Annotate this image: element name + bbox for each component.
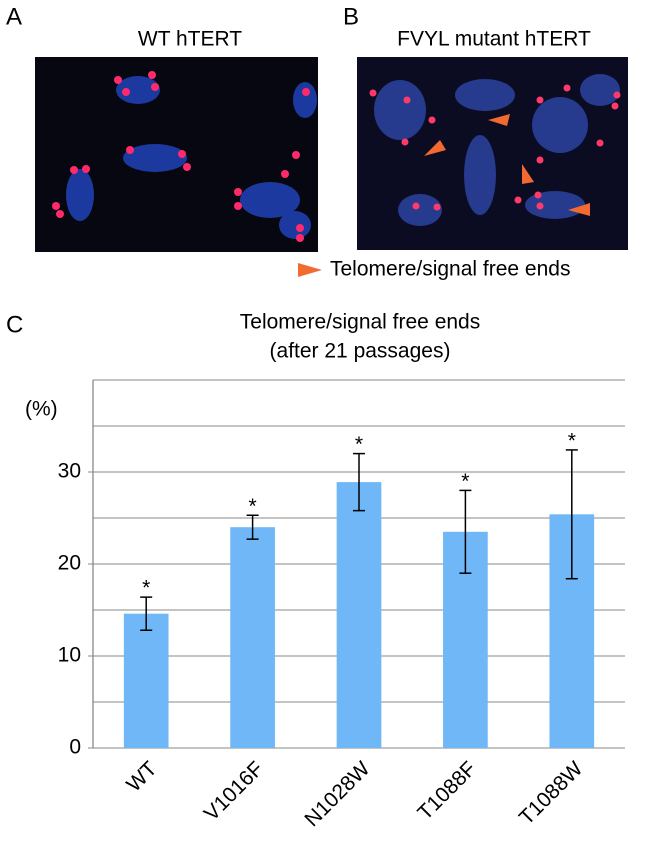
- panel-label: B: [343, 3, 359, 30]
- bar: [230, 527, 275, 748]
- y-tick-label: 20: [58, 552, 81, 575]
- x-tick-label: V1016F: [200, 757, 268, 825]
- bar: [336, 482, 382, 748]
- x-tick-label: N1028W: [300, 757, 374, 831]
- bar: [123, 613, 169, 748]
- panel-title: WT hTERT: [138, 28, 242, 51]
- significance-marker: *: [355, 433, 363, 456]
- significance-marker: *: [142, 577, 150, 600]
- y-tick-label: 0: [69, 736, 81, 759]
- y-axis-label: (%): [25, 398, 58, 421]
- chart-title: Telomere/signal free ends: [240, 311, 480, 334]
- micrograph-a: [35, 57, 318, 252]
- significance-marker: *: [249, 495, 257, 518]
- y-tick-label: 10: [58, 644, 81, 667]
- chart-subtitle: (after 21 passages): [270, 340, 451, 363]
- legend-arrow: [298, 263, 322, 277]
- x-tick-label: T1088W: [515, 757, 588, 830]
- panel-label: C: [6, 311, 23, 338]
- arrow-legend: Telomere/signal free ends: [330, 258, 570, 281]
- micrograph-b: [357, 57, 628, 250]
- significance-marker: *: [461, 470, 469, 493]
- x-tick-label: T1088F: [413, 757, 480, 824]
- panel-label: A: [6, 3, 22, 30]
- y-tick-label: 30: [58, 460, 81, 483]
- panel-title: FVYL mutant hTERT: [397, 28, 591, 51]
- significance-marker: *: [568, 429, 576, 452]
- x-tick-label: WT: [122, 757, 161, 796]
